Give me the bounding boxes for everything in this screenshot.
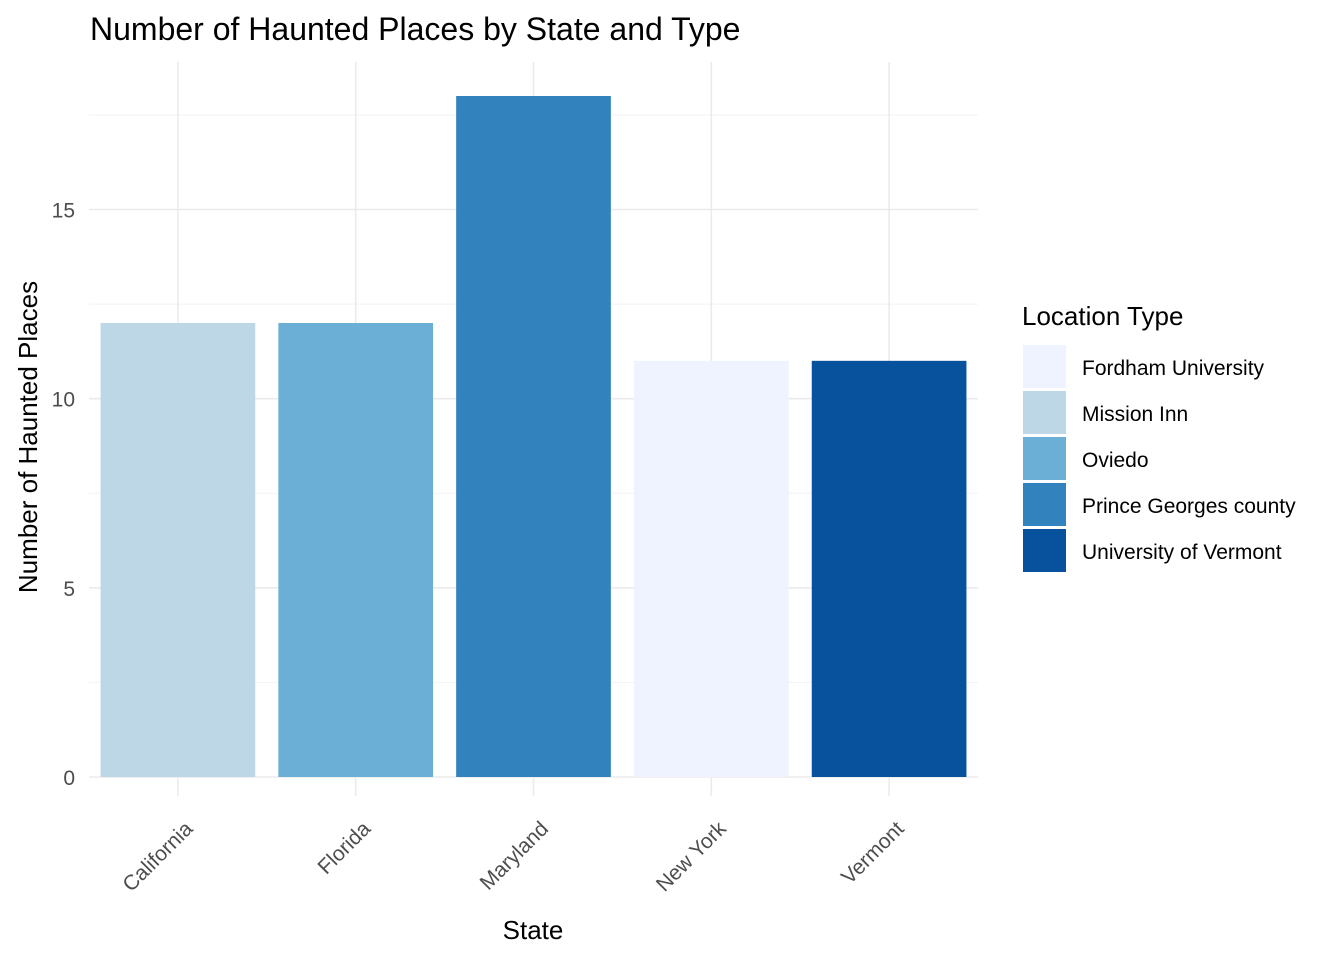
y-tick-label: 15 — [52, 200, 75, 223]
x-tick-label: California — [118, 817, 197, 896]
bar-new-york — [633, 360, 789, 777]
y-tick-label: 0 — [63, 767, 75, 790]
y-axis-title: Number of Haunted Places — [13, 281, 43, 593]
bar-maryland — [456, 96, 611, 777]
bar-florida — [278, 323, 434, 777]
legend-swatch — [1023, 437, 1066, 480]
x-axis-ticks: California Florida Maryland New York Vermont — [118, 817, 908, 896]
legend: Location Type Fordham University Mission … — [1022, 301, 1296, 572]
legend-swatch — [1023, 529, 1066, 572]
legend-swatch — [1023, 391, 1066, 434]
legend-label: Oviedo — [1082, 449, 1149, 472]
legend-label: Prince Georges county — [1082, 495, 1296, 518]
legend-label: Fordham University — [1082, 357, 1265, 380]
x-tick-label: New York — [652, 817, 731, 896]
legend-title: Location Type — [1022, 301, 1183, 331]
y-tick-label: 10 — [52, 389, 75, 412]
x-tick-label: Maryland — [476, 817, 553, 894]
x-tick-label: Vermont — [837, 817, 909, 889]
x-axis-title: State — [503, 915, 564, 945]
bar-california — [100, 323, 256, 777]
y-tick-label: 5 — [63, 578, 75, 601]
y-axis-ticks: 0 5 10 15 — [52, 200, 75, 791]
chart-title: Number of Haunted Places by State and Ty… — [90, 11, 740, 47]
legend-label: Mission Inn — [1082, 403, 1188, 426]
legend-swatch — [1023, 483, 1066, 526]
legend-swatch — [1023, 345, 1066, 388]
bar-vermont — [811, 360, 967, 777]
x-tick-label: Florida — [314, 817, 376, 879]
bars — [100, 96, 967, 777]
legend-label: University of Vermont — [1082, 541, 1282, 564]
